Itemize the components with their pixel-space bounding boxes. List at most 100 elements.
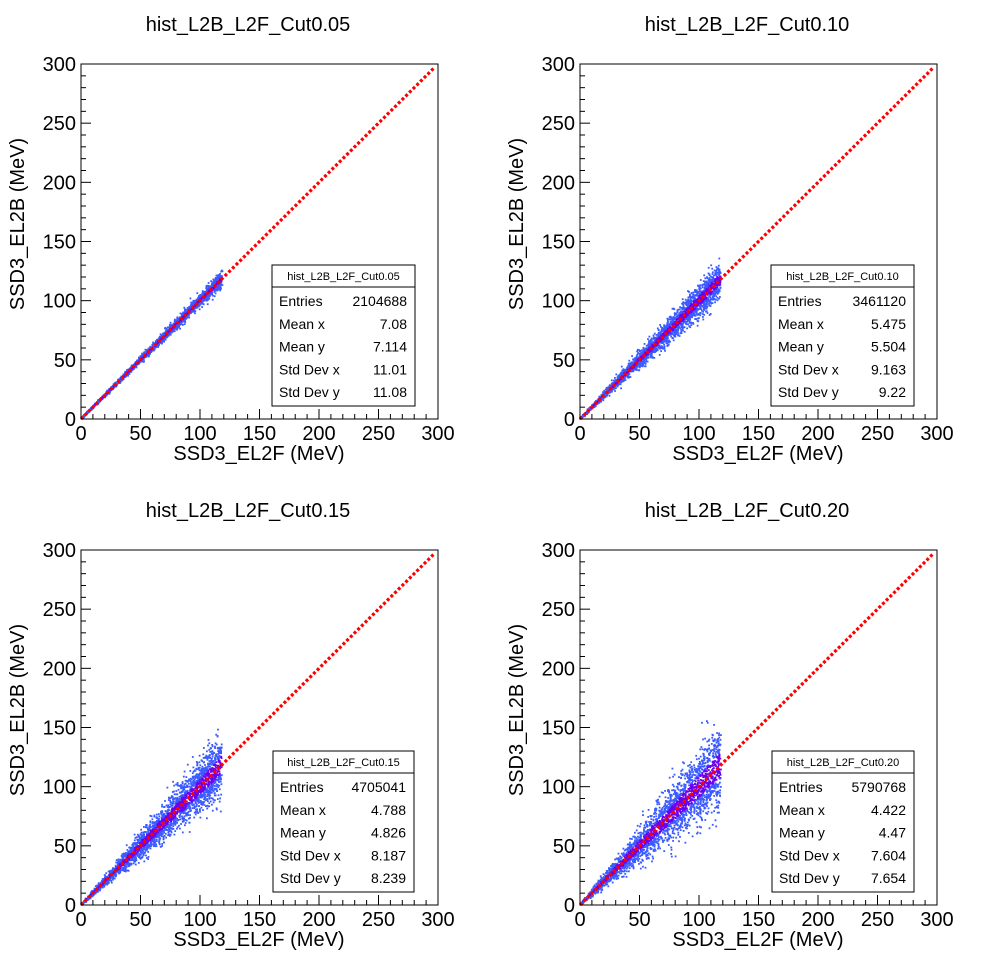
band-point — [129, 367, 132, 369]
band-point — [659, 345, 662, 348]
band-point — [638, 364, 641, 366]
band-point — [135, 364, 138, 367]
band-point — [180, 314, 183, 316]
band-point — [105, 392, 108, 395]
band-point — [660, 332, 663, 335]
band-point — [680, 332, 683, 335]
band-point — [709, 299, 712, 302]
band-point — [666, 317, 669, 320]
band-point — [130, 366, 133, 368]
band-point — [649, 349, 652, 352]
band-point — [149, 349, 151, 351]
band-point — [685, 307, 688, 309]
band-point — [717, 264, 720, 267]
band-point — [183, 323, 186, 326]
band-point — [217, 284, 220, 287]
band-point — [153, 346, 156, 349]
band-point — [197, 303, 200, 306]
band-point — [218, 278, 221, 281]
band-point — [703, 287, 706, 289]
band-point — [137, 360, 140, 363]
band-point — [162, 332, 165, 335]
band-point — [698, 295, 701, 297]
band-point — [174, 323, 177, 326]
band-point — [186, 307, 189, 309]
band-point — [672, 329, 674, 331]
band-point — [624, 379, 627, 381]
band-point — [144, 348, 147, 351]
band-point — [182, 312, 185, 315]
band-point — [611, 390, 613, 393]
band-point — [644, 360, 647, 363]
band-point — [717, 268, 720, 271]
band-point — [648, 345, 651, 348]
band-point — [664, 349, 666, 352]
band-point — [614, 377, 616, 379]
band-point — [203, 291, 206, 294]
band-point — [201, 292, 204, 295]
band-point — [650, 342, 653, 344]
band-point — [703, 313, 706, 316]
band-point — [184, 309, 187, 312]
band-point — [639, 352, 642, 355]
band-point — [680, 319, 683, 322]
band-point — [625, 374, 628, 377]
band-point — [706, 282, 709, 285]
band-point — [714, 272, 717, 275]
band-point — [632, 361, 635, 363]
band-point — [651, 356, 654, 359]
band-point — [689, 301, 692, 304]
band-point — [692, 291, 695, 294]
band-point — [215, 282, 218, 285]
band-point — [201, 296, 204, 299]
band-point — [648, 340, 650, 342]
band-point — [206, 287, 209, 290]
band-point — [177, 326, 180, 329]
band-point — [703, 288, 706, 290]
band-point — [634, 367, 637, 370]
band-point — [697, 290, 700, 293]
band-point — [165, 329, 167, 332]
band-point — [630, 364, 632, 367]
band-point — [623, 369, 626, 372]
band-point — [644, 358, 647, 361]
band-point — [147, 348, 150, 351]
band-point — [136, 359, 138, 362]
band-point — [94, 403, 97, 406]
band-point — [187, 314, 190, 317]
band-point — [175, 319, 178, 322]
band-point — [692, 296, 694, 298]
band-point — [618, 382, 620, 384]
band-point — [698, 288, 701, 291]
band-point — [181, 312, 184, 315]
band-point — [219, 284, 222, 287]
band-point — [682, 322, 684, 325]
band-point — [643, 352, 646, 355]
band-point — [165, 334, 167, 337]
band-point — [215, 274, 218, 277]
band-point — [208, 290, 210, 292]
band-point — [709, 282, 712, 285]
band-point — [134, 361, 137, 364]
band-point — [694, 294, 697, 296]
band-point — [142, 358, 145, 361]
band-point — [703, 292, 706, 295]
band-point — [221, 284, 224, 286]
band-point — [674, 330, 677, 333]
band-point — [680, 307, 683, 309]
x-tick-label: 50 — [129, 423, 151, 445]
band-point — [650, 338, 653, 340]
band-point — [699, 293, 701, 296]
band-point — [152, 348, 155, 351]
band-point — [87, 411, 90, 414]
band-point — [683, 301, 686, 304]
band-point — [687, 323, 689, 326]
band-point — [709, 305, 712, 307]
x-tick-label: 200 — [302, 423, 335, 445]
band-point — [131, 364, 133, 367]
band-point — [669, 318, 672, 321]
band-point — [682, 310, 685, 313]
band-point — [598, 395, 601, 398]
band-point — [628, 359, 631, 362]
band-point — [180, 322, 182, 324]
